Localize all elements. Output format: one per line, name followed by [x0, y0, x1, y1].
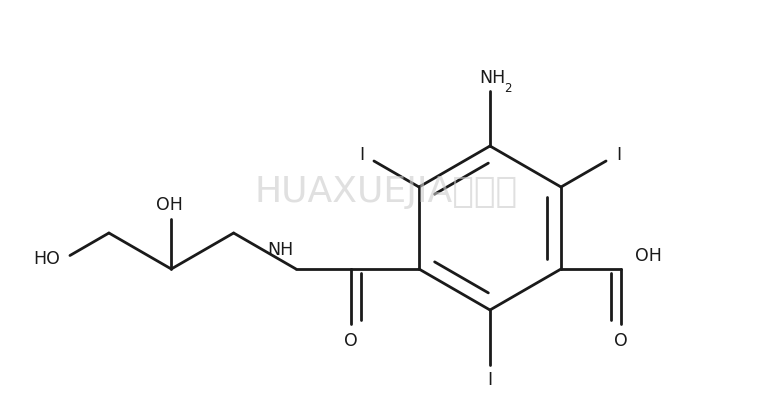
Text: NH: NH: [268, 241, 294, 259]
Text: I: I: [359, 146, 364, 164]
Text: 2: 2: [504, 82, 512, 95]
Text: O: O: [344, 332, 358, 350]
Text: NH: NH: [479, 69, 505, 87]
Text: I: I: [616, 146, 621, 164]
Text: I: I: [487, 371, 493, 389]
Text: HUAXUEJIA化学加: HUAXUEJIA化学加: [255, 175, 517, 209]
Text: OH: OH: [635, 247, 662, 265]
Text: OH: OH: [156, 196, 183, 214]
Text: HO: HO: [33, 250, 60, 268]
Text: O: O: [615, 332, 628, 350]
